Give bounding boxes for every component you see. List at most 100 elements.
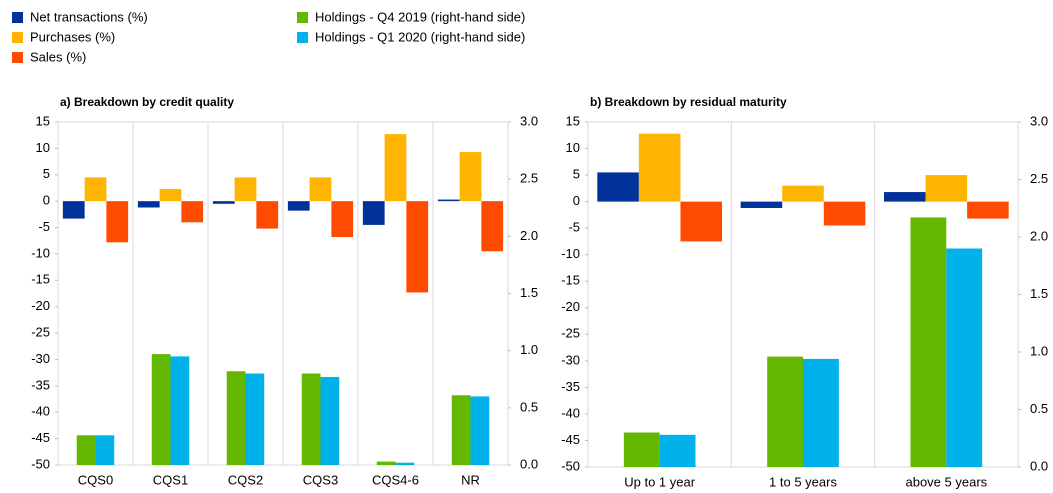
legend-swatch <box>12 52 23 63</box>
bar <box>320 376 340 465</box>
y-tick-label: 15 <box>36 113 50 128</box>
y-tick-label: -25 <box>31 325 50 340</box>
y-tick-label: 5 <box>43 166 50 181</box>
bar <box>95 435 115 465</box>
y2-tick-label: 0.0 <box>520 456 538 471</box>
bar <box>910 217 947 467</box>
bar <box>967 201 1009 219</box>
bar <box>181 201 204 223</box>
x-tick-label: CQS0 <box>78 472 113 487</box>
bar <box>740 201 783 208</box>
legend-swatch <box>12 12 23 23</box>
y-tick-label: -5 <box>38 219 50 234</box>
bar <box>470 396 490 465</box>
legend-label: Purchases (%) <box>30 29 115 44</box>
bar <box>481 201 504 252</box>
y-tick-label: -50 <box>31 456 50 471</box>
x-tick-label: 1 to 5 years <box>769 474 837 489</box>
y-tick-label: -45 <box>31 430 50 445</box>
y-tick-label: -25 <box>561 326 580 341</box>
legend-label: Holdings - Q1 2020 (right-hand side) <box>315 29 525 44</box>
x-tick-label: CQS4-6 <box>372 472 419 487</box>
y2-tick-label: 2.0 <box>520 228 538 243</box>
bar <box>680 201 723 242</box>
x-tick-label: above 5 years <box>905 474 987 489</box>
bar <box>623 432 660 467</box>
bar <box>256 201 279 229</box>
bar <box>767 356 803 467</box>
y2-tick-label: 2.5 <box>1030 171 1048 186</box>
y-tick-label: -30 <box>31 351 50 366</box>
y-tick-label: -45 <box>561 432 580 447</box>
x-tick-label: CQS2 <box>228 472 263 487</box>
legend-label: Holdings - Q4 2019 (right-hand side) <box>315 9 525 24</box>
legend-swatch <box>12 32 23 43</box>
bar <box>151 354 171 465</box>
bar <box>106 201 129 243</box>
y-tick-label: -10 <box>561 246 580 261</box>
bar <box>823 201 866 226</box>
bar <box>395 462 415 465</box>
y-tick-label: 10 <box>566 140 580 155</box>
bar <box>62 201 85 219</box>
bar <box>76 435 96 465</box>
y2-tick-label: 1.5 <box>1030 286 1048 301</box>
y2-tick-label: 1.0 <box>1030 343 1048 358</box>
y-tick-label: 0 <box>573 193 580 208</box>
y-tick-label: 5 <box>573 167 580 182</box>
bar <box>946 248 983 467</box>
legend-swatch <box>297 12 308 23</box>
bar <box>782 185 824 202</box>
x-tick-label: CQS3 <box>303 472 338 487</box>
y-tick-label: -35 <box>561 379 580 394</box>
bar <box>659 434 696 467</box>
legend: Net transactions (%) Purchases (%) Sales… <box>12 9 525 64</box>
bar <box>437 199 460 202</box>
y2-tick-label: 2.0 <box>1030 228 1048 243</box>
bar <box>301 373 321 465</box>
y2-tick-label: 2.5 <box>520 171 538 186</box>
legend-swatch <box>297 32 308 43</box>
y-tick-label: -35 <box>31 377 50 392</box>
bar <box>226 371 246 465</box>
bar <box>362 201 385 225</box>
y2-tick-label: 3.0 <box>1030 113 1048 128</box>
legend-label: Sales (%) <box>30 49 86 64</box>
y-tick-label: -50 <box>561 458 580 473</box>
y-tick-label: -5 <box>568 220 580 235</box>
y-tick-label: 10 <box>36 140 50 155</box>
legend-label: Net transactions (%) <box>30 9 148 24</box>
bar <box>925 175 968 202</box>
bar <box>159 189 182 202</box>
bar <box>406 201 429 293</box>
bar <box>331 201 354 238</box>
bar <box>234 177 257 202</box>
y-tick-label: -20 <box>561 299 580 314</box>
bar <box>84 177 107 202</box>
bar <box>287 201 310 211</box>
bar <box>212 201 235 204</box>
y2-tick-label: 1.0 <box>520 342 538 357</box>
bar <box>459 152 482 202</box>
bar <box>245 373 265 465</box>
y2-tick-label: 1.5 <box>520 285 538 300</box>
bar <box>309 177 332 202</box>
bar <box>376 461 396 465</box>
x-tick-label: Up to 1 year <box>624 474 695 489</box>
y-tick-label: -15 <box>31 272 50 287</box>
bar <box>638 133 681 202</box>
y-tick-label: -10 <box>31 245 50 260</box>
y-tick-label: 15 <box>566 113 580 128</box>
bar <box>384 134 407 202</box>
y2-tick-label: 0.5 <box>1030 401 1048 416</box>
y-tick-label: -40 <box>31 404 50 419</box>
panel-title: a) Breakdown by credit quality <box>60 95 234 109</box>
bar <box>597 172 639 202</box>
y2-tick-label: 3.0 <box>520 113 538 128</box>
y2-tick-label: 0.0 <box>1030 458 1048 473</box>
y-tick-label: -15 <box>561 273 580 288</box>
y-tick-label: -30 <box>561 352 580 367</box>
y-tick-label: -40 <box>561 405 580 420</box>
y2-tick-label: 0.5 <box>520 399 538 414</box>
